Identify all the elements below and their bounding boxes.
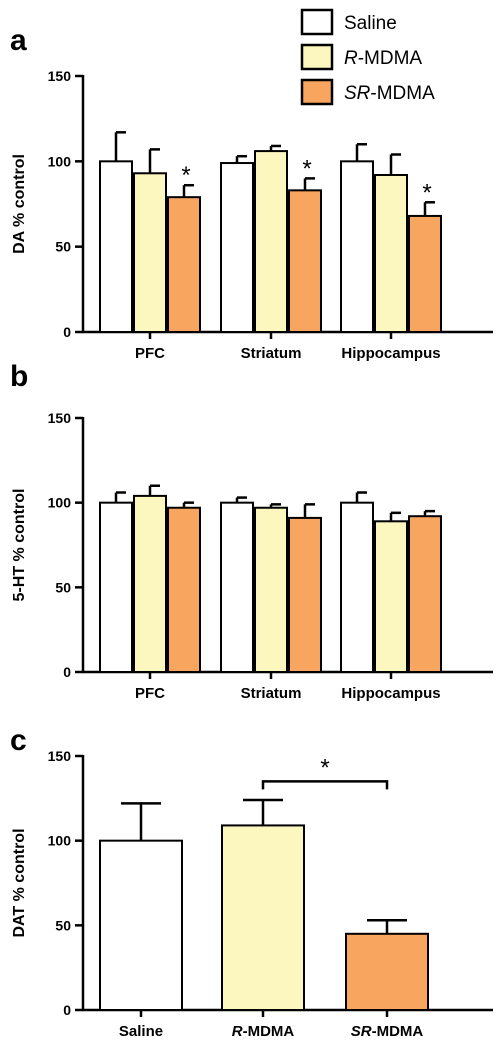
panel-b: b 5-HT % control 0 50 100 150 PFC Striatum Hippo… <box>10 360 493 702</box>
significance-bracket <box>261 780 389 790</box>
legend-swatch-r-mdma <box>300 43 334 71</box>
x-tick-label-suffix: -MDMA <box>372 1023 424 1040</box>
y-tick-label: 0 <box>63 1002 71 1018</box>
y-tick-label: 150 <box>48 68 72 84</box>
y-tick-label: 50 <box>55 579 71 595</box>
bar-r-mdma-1 <box>254 150 288 333</box>
bar-saline-1 <box>220 501 254 673</box>
bar-sr-mdma <box>345 932 429 1011</box>
y-tick-label: 50 <box>55 917 71 933</box>
legend-swatch-saline <box>300 8 334 36</box>
panel-a: a DA % control 0 50 100 150 PFC Striatum Hippoca… <box>10 24 493 362</box>
bar-r-mdma <box>221 824 305 1012</box>
y-tick-label: 100 <box>48 153 72 169</box>
bar-saline-1 <box>220 162 254 333</box>
bar-r-mdma-1 <box>254 506 288 673</box>
y-tick-label: 0 <box>63 664 71 680</box>
x-tick-label-suffix: -MDMA <box>243 1023 295 1040</box>
x-tick-label: Striatum <box>241 685 302 702</box>
significance-star: * <box>181 162 190 189</box>
x-tick-label: Saline <box>119 1023 163 1040</box>
bar-saline-2 <box>340 160 374 333</box>
legend-entry: Saline <box>344 13 397 34</box>
x-tick-label-suffix: Saline <box>119 1023 163 1040</box>
legend-entry-suffix: -MDMA <box>370 83 435 104</box>
legend-entry-prefix: SR <box>344 83 371 104</box>
x-tick-label: PFC <box>135 685 165 702</box>
legend-entry: SR-MDMA <box>344 83 435 104</box>
bar-sr-mdma-0 <box>167 506 201 673</box>
bar-r-mdma-0 <box>133 494 167 674</box>
y-tick-label: 150 <box>48 410 72 426</box>
bar-saline <box>99 839 183 1012</box>
bar-saline-0 <box>99 501 133 673</box>
y-tick-label: 50 <box>55 239 71 255</box>
y-tick-label: 100 <box>48 833 72 849</box>
significance-star: * <box>422 179 431 206</box>
significance-star: * <box>302 155 311 182</box>
bar-sr-mdma-2 <box>408 214 442 334</box>
y-tick-label: 0 <box>63 324 71 340</box>
bar-r-mdma-2 <box>374 520 408 673</box>
x-tick-label: SR-MDMA <box>351 1023 424 1040</box>
panel-letter: a <box>10 24 27 57</box>
x-tick-label: Hippocampus <box>341 345 440 362</box>
y-axis-label: DAT % control <box>11 828 28 937</box>
legend-entry-prefix: R <box>344 48 358 69</box>
bar-sr-mdma-1 <box>288 189 322 333</box>
y-axis-label: 5-HT % control <box>11 489 28 602</box>
legend-swatch-sr-mdma <box>300 78 334 106</box>
x-tick-label: PFC <box>135 345 165 362</box>
bar-r-mdma-0 <box>133 172 167 333</box>
bar-sr-mdma-0 <box>167 196 201 333</box>
bar-sr-mdma-1 <box>288 516 322 674</box>
bar-saline-0 <box>99 160 133 333</box>
x-tick-label-prefix: R <box>232 1023 243 1040</box>
x-tick-label: Striatum <box>241 345 302 362</box>
bar-saline-2 <box>340 501 374 673</box>
legend-entry: R-MDMA <box>344 48 422 69</box>
y-tick-label: 100 <box>48 495 72 511</box>
y-tick-label: 150 <box>48 748 72 764</box>
panel-letter: b <box>10 360 28 393</box>
x-tick-label: Hippocampus <box>341 685 440 702</box>
legend-entry-suffix: -MDMA <box>358 48 423 69</box>
y-axis-label: DA % control <box>11 154 28 254</box>
bar-r-mdma-2 <box>374 173 408 333</box>
x-tick-label: R-MDMA <box>232 1023 295 1040</box>
x-tick-label-prefix: SR <box>351 1023 372 1040</box>
bar-sr-mdma-2 <box>408 515 442 673</box>
panel-letter: c <box>10 724 27 757</box>
significance-star: * <box>320 754 329 781</box>
